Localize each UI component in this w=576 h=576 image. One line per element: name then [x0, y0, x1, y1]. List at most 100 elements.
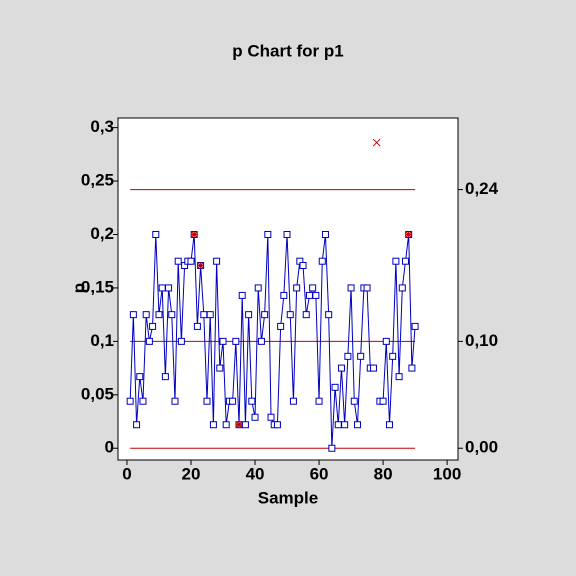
point: [328, 444, 336, 452]
x-tick-label: 100: [433, 464, 461, 483]
point: [165, 284, 173, 292]
point: [261, 311, 269, 319]
point: [206, 311, 214, 319]
point: [174, 257, 182, 265]
point: [158, 284, 166, 292]
point: [155, 311, 163, 319]
y-tick-label: 0,15: [81, 277, 114, 296]
point: [302, 311, 310, 319]
point: [149, 322, 157, 330]
point: [273, 421, 281, 429]
x-tick-label: 40: [246, 464, 265, 483]
y-tick-label: 0,05: [81, 384, 114, 403]
point: [369, 364, 377, 372]
point: [395, 373, 403, 381]
point: [152, 230, 160, 238]
point: [283, 230, 291, 238]
point: [187, 257, 195, 265]
point: [289, 397, 297, 405]
point: [277, 322, 285, 330]
point: [398, 284, 406, 292]
point: [357, 352, 365, 360]
point: [385, 421, 393, 429]
point: [168, 311, 176, 319]
point: [219, 337, 227, 345]
point: [248, 397, 256, 405]
point: [341, 421, 349, 429]
x-tick-label: 20: [182, 464, 201, 483]
point: [286, 311, 294, 319]
flag-star: [197, 262, 205, 269]
point: [309, 284, 317, 292]
point: [241, 421, 249, 429]
point: [350, 397, 358, 405]
flag-star: [235, 421, 243, 429]
x-tick-label: 60: [310, 464, 329, 483]
point: [312, 291, 320, 299]
point: [353, 421, 361, 429]
point: [379, 397, 387, 405]
y-tick-label: 0,25: [81, 171, 114, 190]
point: [209, 421, 217, 429]
y2-tick-label: 0,10: [465, 331, 498, 350]
point: [344, 352, 352, 360]
point: [267, 413, 275, 421]
point: [133, 421, 141, 429]
point: [257, 337, 265, 345]
point: [363, 284, 371, 292]
point: [145, 337, 153, 345]
point: [139, 397, 147, 405]
x-axis-title: Sample: [258, 488, 318, 507]
point: [126, 397, 134, 405]
point: [142, 311, 150, 319]
point: [318, 257, 326, 265]
point: [331, 383, 339, 391]
point: [408, 364, 416, 372]
point: [321, 230, 329, 238]
y-tick-label: 0,1: [90, 331, 114, 350]
point: [171, 397, 179, 405]
y-tick-label: 0: [105, 438, 114, 457]
point: [347, 284, 355, 292]
point: [238, 291, 246, 299]
point: [293, 284, 301, 292]
point: [389, 352, 397, 360]
y-tick-label: 0,3: [90, 117, 114, 136]
y-axis-title: p: [69, 283, 88, 293]
point: [315, 397, 323, 405]
point: [203, 397, 211, 405]
point: [245, 311, 253, 319]
point: [382, 337, 390, 345]
point: [337, 364, 345, 372]
point: [229, 397, 237, 405]
y2-tick-label: 0,24: [465, 179, 499, 198]
point: [193, 322, 201, 330]
chart-title: p Chart for p1: [232, 41, 343, 60]
point: [177, 337, 185, 345]
point: [129, 311, 137, 319]
point: [392, 257, 400, 265]
point: [299, 261, 307, 269]
point: [161, 373, 169, 381]
point: [305, 291, 313, 299]
y2-tick-label: 0,00: [465, 438, 498, 457]
x-tick-label: 80: [374, 464, 393, 483]
point: [136, 373, 144, 381]
point: [411, 322, 419, 330]
point: [334, 421, 342, 429]
flag-star: [190, 231, 198, 238]
y-tick-label: 0,2: [90, 224, 114, 243]
point: [213, 257, 221, 265]
point: [280, 291, 288, 299]
point: [401, 257, 409, 265]
point: [232, 337, 240, 345]
point: [222, 421, 230, 429]
flag-star: [405, 231, 413, 238]
point: [254, 284, 262, 292]
x-tick-label: 0: [122, 464, 131, 483]
point: [200, 311, 208, 319]
point: [251, 413, 259, 421]
point: [264, 230, 272, 238]
point: [216, 364, 224, 372]
